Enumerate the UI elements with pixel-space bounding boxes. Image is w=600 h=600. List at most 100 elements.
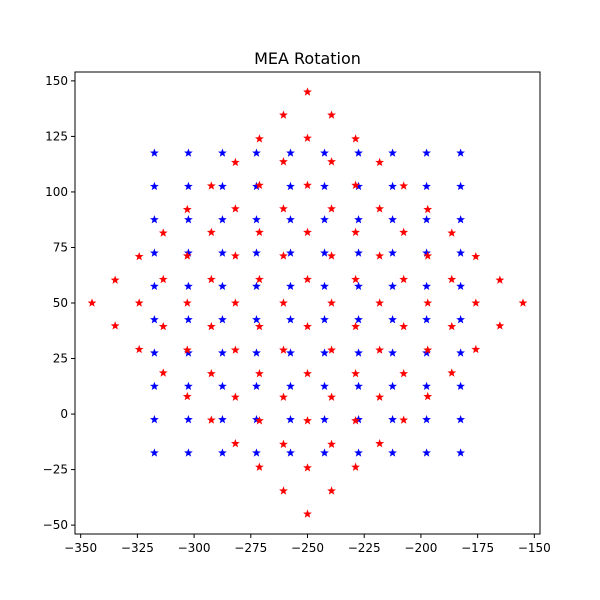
x-tick-label: −325 [121,541,154,555]
red-star-point [182,391,192,401]
red-star-point [423,345,433,354]
red-star-point [518,298,528,307]
red-star-point [303,463,312,472]
blue-star-point [218,181,227,191]
blue-star-point [252,215,261,224]
red-star-point [303,369,312,378]
y-tick-label: 50 [53,296,68,310]
blue-star-point [150,281,159,291]
red-star-point [255,369,264,378]
red-star-point [279,204,288,213]
blue-star-point [218,148,227,157]
blue-star-point [184,148,193,157]
blue-star-point [422,415,431,424]
red-star-point [279,439,288,448]
red-star-point [351,227,360,237]
plot-frame [74,71,541,535]
red-star-point [423,298,433,307]
blue-star-point [252,248,261,257]
red-star-point [375,157,385,167]
red-star-point [303,509,312,518]
x-tick-label: −225 [348,541,381,555]
blue-star-point [286,315,295,324]
blue-star-point [388,315,397,324]
blue-star-point [320,415,329,424]
red-star-point [351,462,360,471]
blue-star-point [456,381,465,391]
red-star-point [495,275,505,284]
red-star-point [182,345,192,354]
red-star-point [351,134,360,143]
red-star-point [134,251,144,261]
blue-star-point [286,448,295,457]
blue-star-point [150,248,159,257]
blue-star-point [286,381,295,391]
red-star-point [351,369,360,378]
red-star-point [375,345,385,354]
blue-star-point [218,381,227,391]
blue-star-point [286,348,295,357]
blue-star-point [286,248,295,257]
blue-star-point [388,148,397,157]
red-star-point [230,345,240,354]
red-star-point [375,251,385,260]
red-star-point [134,344,144,354]
red-star-point [303,87,312,96]
red-star-point [447,368,457,377]
blue-star-point [422,448,431,457]
red-star-point [206,181,216,190]
blue-star-point [184,215,193,224]
blue-star-point [388,181,397,191]
y-tick-label: 25 [53,352,68,366]
blue-star-point [150,348,159,357]
plot-points [87,87,528,518]
blue-star-point [354,248,363,257]
blue-star-point [422,181,431,191]
red-star-point [423,204,433,214]
red-star-point [206,415,216,424]
red-star-point [279,251,288,260]
red-star-point [351,180,360,189]
blue-star-point [456,181,465,191]
blue-star-point [218,415,227,424]
blue-star-point [354,148,363,157]
red-star-point [230,157,240,167]
blue-star-point [422,248,431,257]
red-star-point [255,416,264,425]
blue-star-point [252,415,261,424]
red-star-point [230,439,240,448]
red-star-point [495,321,505,330]
blue-star-point [184,281,193,291]
y-tick-label: 125 [45,129,68,143]
blue-star-point [184,248,193,257]
chart-title: MEA Rotation [254,49,361,68]
blue-star-point [150,148,159,157]
blue-star-point [320,315,329,324]
red-star-point [303,321,312,331]
red-star-point [110,321,120,330]
blue-star-point [354,348,363,357]
red-star-point [399,274,409,284]
blue-star-point [320,281,329,291]
y-tick-label: 0 [60,407,68,421]
red-star-point [327,345,336,354]
red-star-point [327,392,336,401]
x-tick-label: −350 [64,541,97,555]
x-tick-label: −200 [404,541,437,555]
red-star-point [351,416,360,425]
red-star-point [447,228,457,237]
blue-star-point [150,381,159,391]
blue-star-point [150,415,159,424]
blue-star-point [422,281,431,291]
red-star-point [303,227,312,237]
x-axis: −350 −325 −300 −275 −250 −225 −200 −175 −150 [64,534,551,555]
blue-star-point [286,148,295,157]
blue-star-point [286,281,295,291]
blue-star-point [218,281,227,291]
blue-star-point [388,281,397,291]
red-star-point [279,486,288,495]
y-axis: −50 −25 0 25 50 75 100 125 150 [43,74,75,532]
blue-star-point [354,281,363,291]
blue-star-point [422,215,431,224]
x-tick-label: −175 [461,541,494,555]
